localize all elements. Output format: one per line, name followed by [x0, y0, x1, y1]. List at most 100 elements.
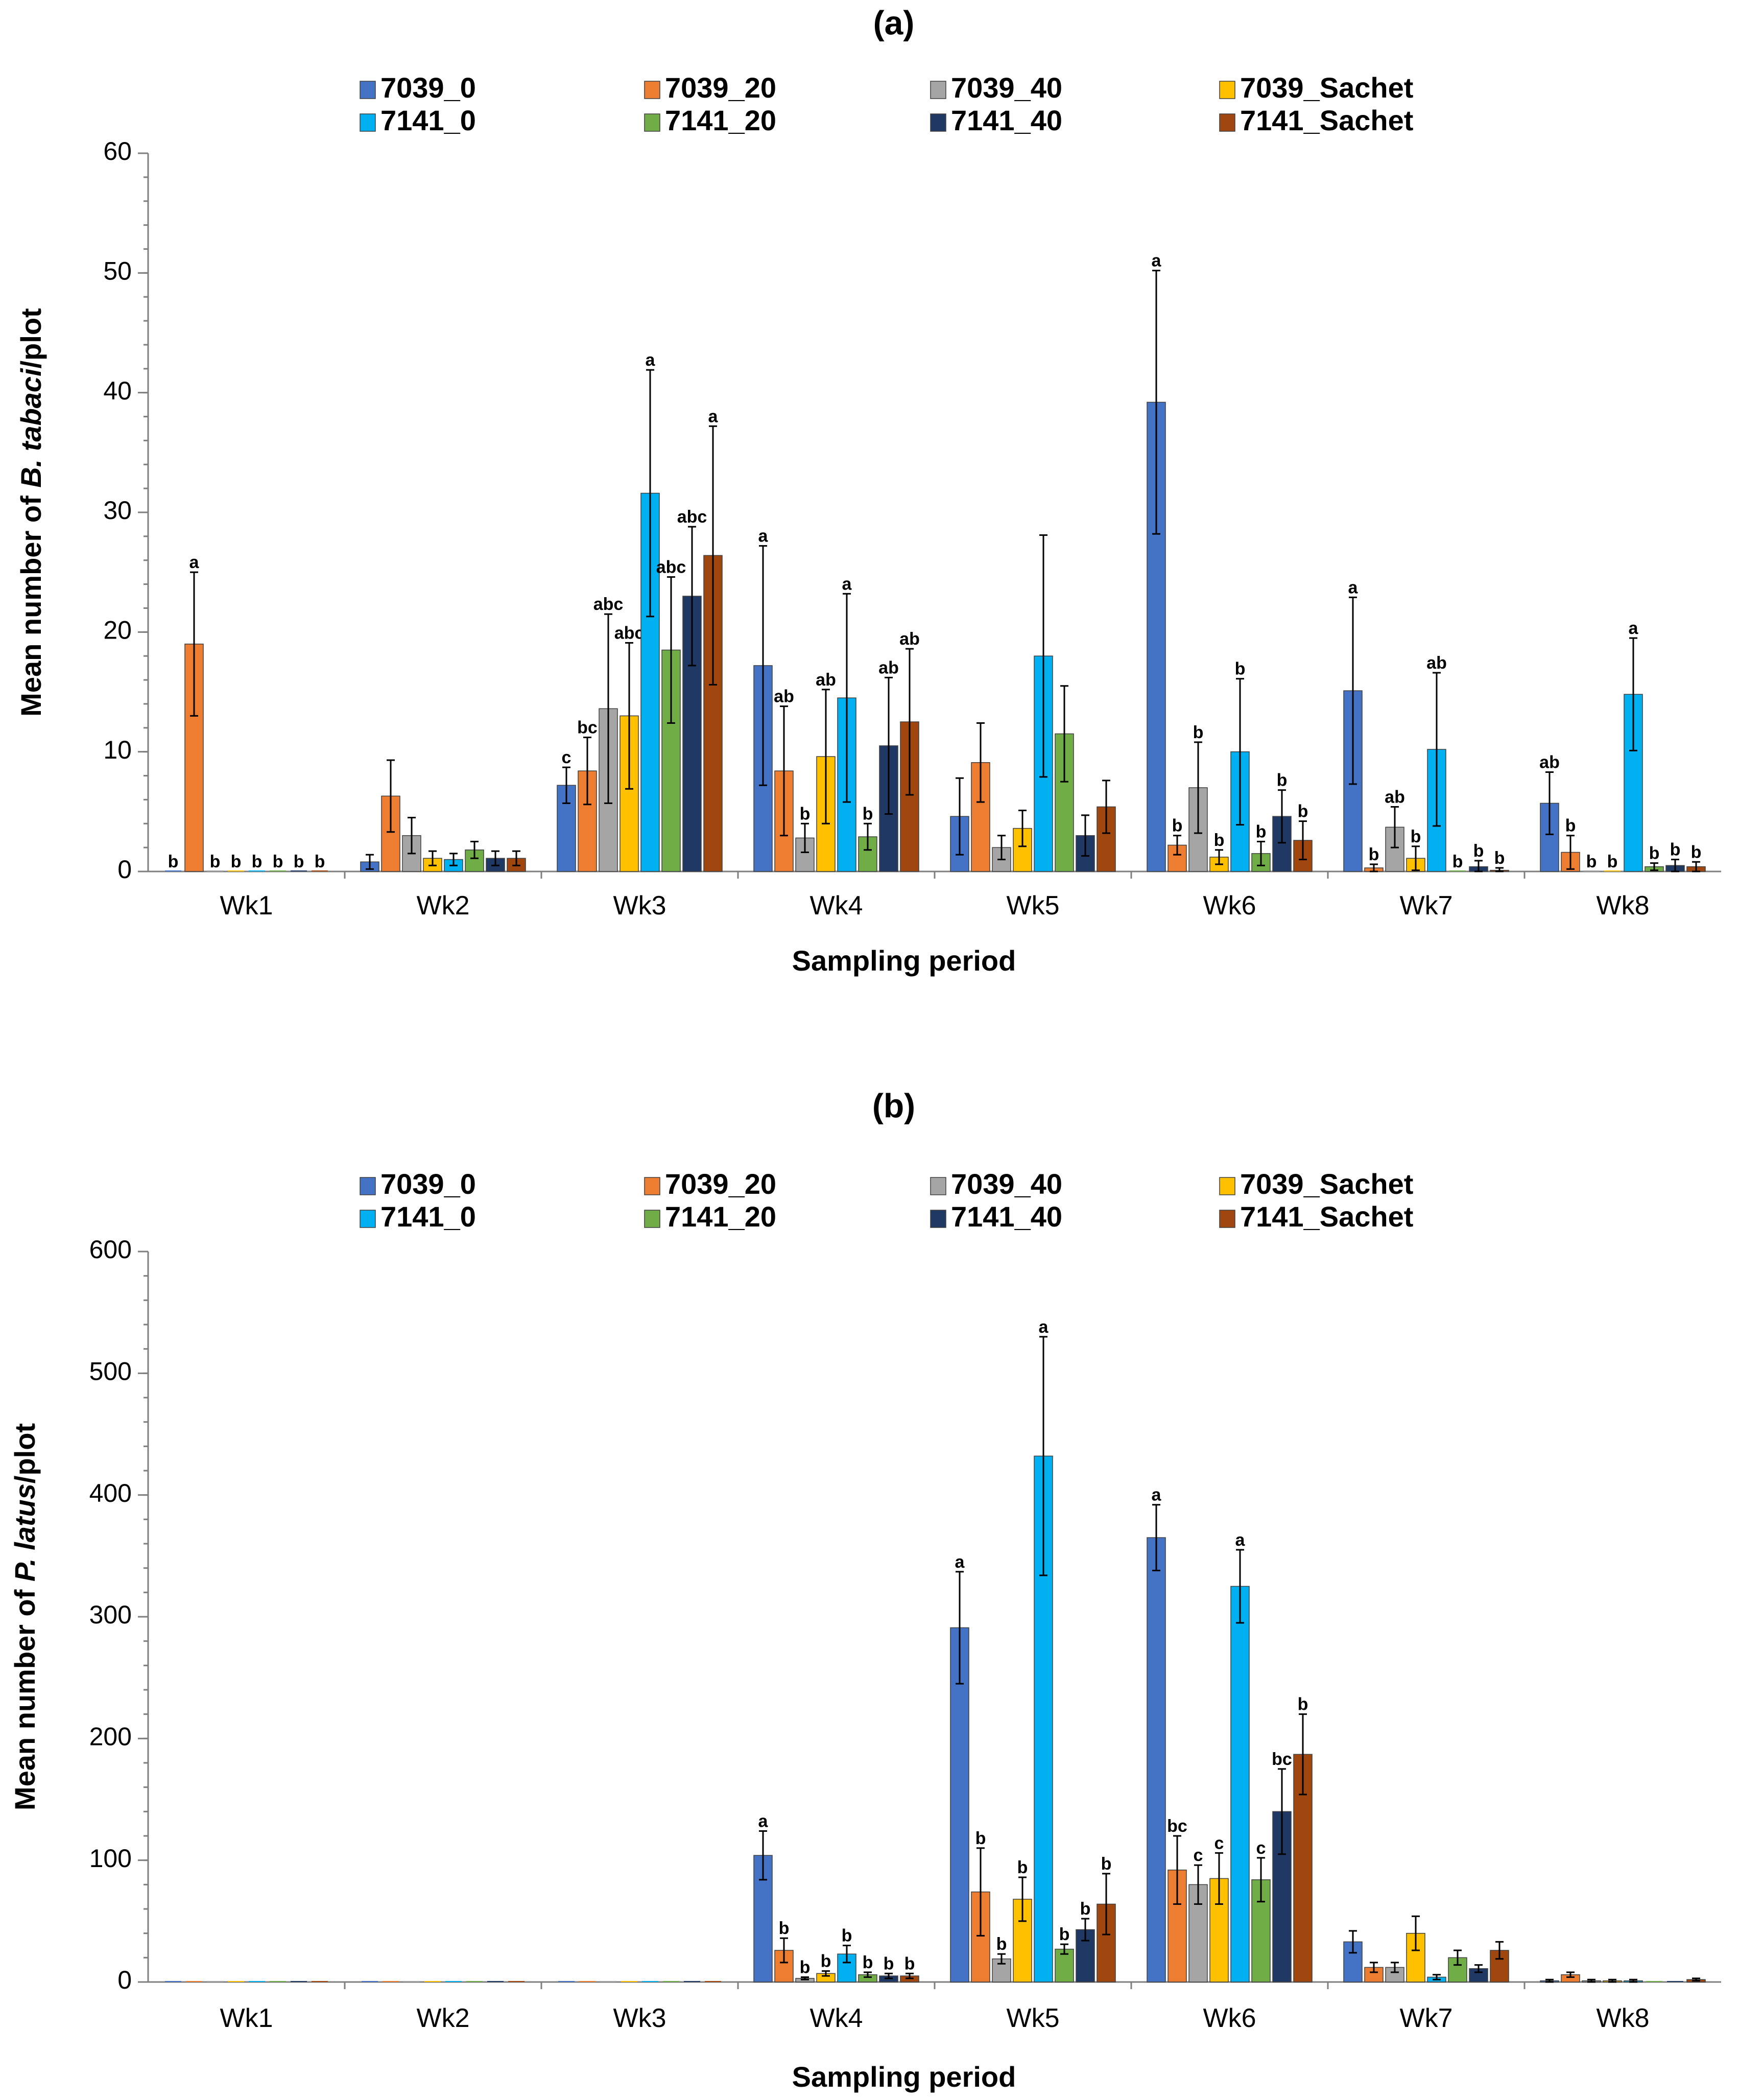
significance-letter: a [646, 350, 656, 370]
legend-entry: 7141_20 [665, 1200, 776, 1233]
significance-letter: ab [1385, 787, 1405, 807]
legend-entry: 7141_0 [380, 104, 476, 136]
x-tick-label: Wk6 [1203, 2003, 1256, 2033]
y-axis-title-species: B. tabaci [15, 368, 47, 488]
significance-letter: b [1452, 852, 1463, 871]
legend-swatch [930, 81, 946, 99]
significance-letter: a [1235, 1530, 1246, 1550]
x-tick-label: Wk2 [417, 891, 470, 921]
y-tick-label: 0 [117, 1966, 132, 1994]
significance-letter: b [1214, 831, 1225, 850]
significance-letter: abc [677, 507, 707, 527]
significance-letter: ab [1539, 753, 1560, 772]
y-tick-label: 0 [117, 855, 132, 884]
significance-letter: b [1649, 844, 1660, 863]
legend-entry: 7039_20 [665, 1168, 776, 1200]
bar [1272, 816, 1292, 872]
y-tick-label: 10 [103, 736, 132, 764]
series-7039_Sachet: bbc [228, 1833, 1622, 1983]
x-tick-label: Wk8 [1597, 2003, 1650, 2033]
legend-swatch [1219, 1210, 1235, 1228]
y-tick-label: 300 [89, 1600, 132, 1629]
significance-letter: a [758, 1811, 769, 1831]
significance-letter: ab [899, 629, 920, 649]
y-tick-label: 30 [103, 496, 132, 525]
significance-letter: b [884, 1954, 894, 1973]
legend-swatch [644, 1177, 660, 1195]
significance-letter: b [1298, 802, 1308, 821]
significance-letter: c [1214, 1833, 1224, 1853]
legend-entry: 7039_Sachet [1240, 1168, 1413, 1200]
significance-letter: b [1172, 816, 1183, 836]
significance-letter: b [975, 1829, 986, 1848]
legend-swatch [360, 1210, 376, 1228]
significance-letter: b [294, 852, 304, 871]
significance-letter: ab [878, 658, 899, 677]
x-tick-label: Wk1 [220, 891, 273, 921]
x-tick-label: Wk4 [810, 2003, 863, 2033]
significance-letter: b [800, 804, 811, 823]
significance-letter: b [1193, 723, 1204, 742]
bar [1147, 1537, 1166, 1983]
significance-letter: b [779, 1919, 790, 1938]
significance-letter: b [1017, 1858, 1028, 1877]
x-tick-label: Wk2 [417, 2003, 470, 2033]
significance-letter: bc [1272, 1750, 1292, 1769]
significance-letter: b [863, 804, 873, 823]
legend-entry: 7141_Sachet [1240, 1200, 1413, 1233]
significance-letter: b [1494, 848, 1505, 868]
significance-letter: a [955, 1552, 965, 1572]
bar [1230, 1586, 1250, 1983]
legend-swatch [644, 113, 660, 132]
significance-letter: c [1256, 1838, 1266, 1858]
significance-letter: ab [1426, 653, 1447, 673]
x-tick-label: Wk5 [1007, 891, 1060, 921]
legend-entry: 7039_0 [380, 72, 476, 104]
significance-letter: a [1348, 578, 1359, 597]
y-axis-title-species: P. latus [9, 1483, 41, 1582]
legend-swatch [360, 1177, 376, 1195]
y-axis-title-prefix: Mean number of [9, 1582, 41, 1810]
significance-letter: b [1298, 1695, 1308, 1714]
significance-letter: a [708, 407, 719, 426]
significance-letter: ab [774, 687, 794, 706]
legend-swatch [1219, 1177, 1235, 1195]
y-tick-label: 600 [89, 1235, 132, 1264]
significance-letter: a [758, 527, 769, 546]
y-axis-title: Mean number of B. tabaci/plot [15, 308, 47, 717]
significance-letter: abc [593, 595, 624, 614]
significance-letter: b [842, 1926, 852, 1946]
legend-entry: 7039_Sachet [1240, 72, 1413, 104]
x-tick-label: Wk1 [220, 2003, 273, 2033]
significance-letter: b [1607, 852, 1618, 871]
significance-letter: ab [816, 670, 836, 690]
y-axis-title: Mean number of P. latus/plot [9, 1423, 41, 1810]
x-tick-label: Wk7 [1400, 891, 1453, 921]
legend-entry: 7141_Sachet [1240, 104, 1413, 136]
y-tick-label: 50 [103, 257, 132, 286]
significance-letter: b [863, 1953, 873, 1972]
significance-letter: a [1629, 619, 1639, 638]
y-tick-label: 500 [89, 1357, 132, 1386]
legend-swatch [644, 81, 660, 99]
significance-letter: bc [1167, 1816, 1187, 1836]
x-axis-title: Sampling period [792, 2061, 1016, 2093]
significance-letter: b [168, 852, 179, 871]
significance-letter: b [1473, 841, 1484, 861]
legend-entry: 7141_40 [951, 104, 1062, 136]
legend-swatch [644, 1210, 660, 1228]
significance-letter: b [273, 852, 283, 871]
chart-panel-b: (b) 7039_0 7039_20 7039_40 7039_Sachet 7141_0… [9, 1087, 1721, 2093]
legend-swatch [1219, 113, 1235, 132]
significance-letter: b [210, 852, 221, 871]
legend-entry: 7039_20 [665, 72, 776, 104]
x-tick-label: Wk3 [613, 2003, 666, 2033]
significance-letter: b [904, 1954, 915, 1973]
y-tick-label: 60 [103, 137, 132, 166]
